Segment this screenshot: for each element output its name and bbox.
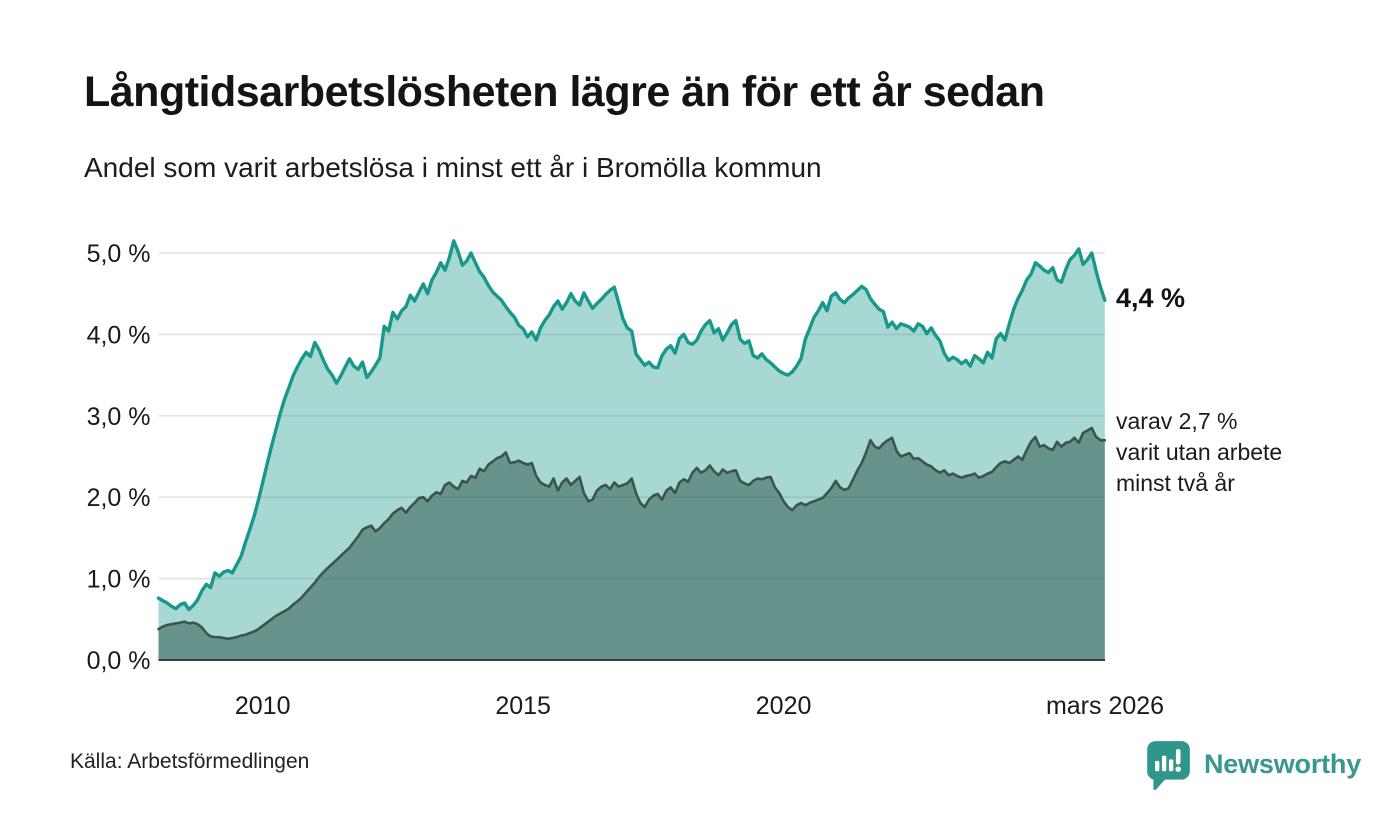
page-title: Långtidsarbetslösheten lägre än för ett … [84, 68, 1045, 116]
source-note: Källa: Arbetsförmedlingen [70, 750, 310, 773]
annotation-line-3: minst två år [1116, 470, 1235, 496]
x-tick-label: mars 2026 [1046, 692, 1164, 720]
y-tick-label: 5,0 % [87, 240, 151, 268]
page-subtitle: Andel som varit arbetslösa i minst ett å… [84, 152, 822, 183]
line-one-year [156, 239, 1107, 612]
y-tick-label: 2,0 % [87, 484, 151, 512]
x-tick-label: 2015 [495, 692, 551, 720]
newsworthy-logo: Newsworthy [1143, 738, 1361, 790]
annotation-line-1: varav 2,7 % [1116, 408, 1238, 434]
two-year-annotation: varav 2,7 % varit utan arbete minst två … [1116, 406, 1282, 499]
y-tick-label: 0,0 % [87, 647, 151, 675]
y-tick-label: 4,0 % [87, 321, 151, 349]
latest-value-label: 4,4 % [1116, 283, 1186, 313]
area-two-year [158, 428, 1105, 660]
x-tick-label: 2020 [756, 692, 812, 720]
x-tick-label: 2010 [235, 692, 291, 720]
newsworthy-bubble-icon [1147, 741, 1190, 790]
line-two-year [157, 426, 1107, 641]
annotation-line-2: varit utan arbete [1116, 439, 1283, 465]
y-tick-label: 1,0 % [87, 566, 151, 594]
brand-wordmark: Newsworthy [1204, 748, 1362, 779]
y-tick-label: 3,0 % [87, 403, 151, 431]
